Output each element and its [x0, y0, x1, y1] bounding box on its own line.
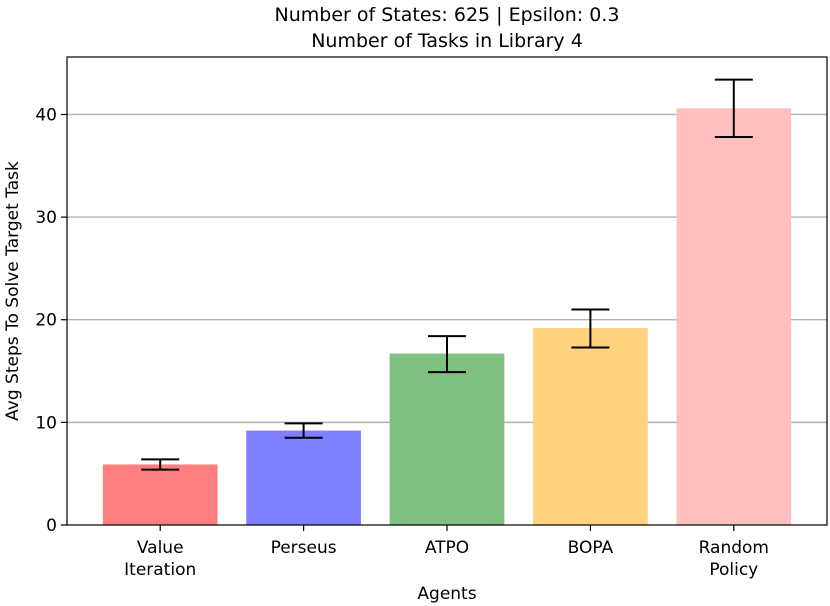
error-bars	[141, 78, 753, 471]
x-tick-label: Value	[137, 538, 184, 558]
y-tick-label: 20	[35, 311, 57, 331]
x-axis-label: Agents	[417, 584, 476, 604]
x-tick-label: Iteration	[124, 560, 196, 580]
bar	[533, 327, 648, 525]
bar	[246, 430, 361, 525]
bars	[102, 108, 792, 525]
x-tick-label: BOPA	[568, 538, 614, 558]
x-tick-label: Random	[699, 538, 769, 558]
bar	[676, 108, 792, 525]
x-tick-label: Perseus	[271, 538, 337, 558]
bar	[102, 464, 218, 525]
y-axis-ticks: 0 10 20 30 40	[35, 105, 67, 536]
chart-title-line-2: Number of Tasks in Library 4	[311, 30, 583, 52]
x-tick-label: Policy	[709, 560, 758, 580]
y-axis-label: Avg Steps To Solve Target Task	[3, 161, 23, 421]
chart-title-line-1: Number of States: 625 | Epsilon: 0.3	[275, 4, 620, 26]
y-tick-label: 40	[35, 105, 57, 125]
bar	[389, 353, 505, 525]
y-tick-label: 30	[35, 208, 57, 228]
y-tick-label: 10	[35, 413, 57, 433]
y-tick-label: 0	[46, 516, 57, 536]
x-tick-label: ATPO	[425, 538, 469, 558]
